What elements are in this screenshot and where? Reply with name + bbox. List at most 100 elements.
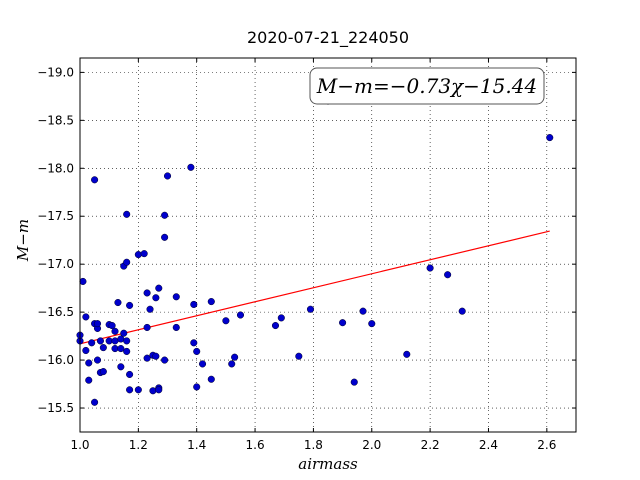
x-tick-label: 2.6	[537, 438, 556, 452]
data-point	[108, 322, 116, 330]
data-point	[126, 301, 134, 309]
data-point	[161, 211, 169, 219]
data-point	[306, 305, 315, 313]
data-point	[368, 320, 376, 328]
x-axis-label: airmass	[298, 455, 358, 473]
x-tick-label: 2.0	[362, 438, 381, 452]
data-point	[458, 307, 466, 315]
data-point	[444, 271, 452, 279]
data-point	[134, 251, 142, 259]
data-point	[88, 339, 96, 347]
data-point	[123, 347, 131, 355]
y-tick-label: −16.0	[37, 353, 74, 367]
y-tick-label: −18.0	[37, 161, 74, 175]
data-point	[359, 307, 367, 315]
data-point	[149, 387, 157, 395]
data-point	[120, 329, 128, 337]
x-tick-label: 1.0	[70, 438, 89, 452]
data-point	[207, 375, 215, 383]
data-point	[96, 337, 104, 345]
data-point	[85, 359, 93, 367]
data-point	[193, 347, 201, 355]
data-point	[93, 356, 102, 364]
data-point	[155, 284, 163, 292]
data-point	[79, 277, 87, 285]
fit-equation: M−m=−0.73χ−15.44	[316, 74, 537, 98]
data-point	[277, 314, 285, 322]
data-point	[193, 383, 201, 391]
data-point	[403, 350, 411, 358]
data-point	[111, 327, 119, 335]
data-point	[82, 346, 90, 355]
data-point	[350, 378, 358, 386]
y-tick-labels: −15.5 −16.0 −16.5 −17.0 −17.5 −18.0 −18.5 −19.0	[37, 65, 74, 415]
x-tick-label: 2.2	[421, 438, 440, 452]
data-point	[91, 176, 99, 184]
x-tick-label: 1.2	[129, 438, 148, 452]
data-point	[207, 298, 215, 306]
chart-title: 2020-07-21_224050	[247, 28, 409, 48]
y-tick-label: −16.5	[37, 305, 74, 319]
data-point	[114, 298, 122, 307]
data-point	[190, 339, 198, 347]
data-point	[134, 386, 142, 394]
data-point	[126, 370, 134, 379]
data-point	[161, 356, 169, 364]
data-point	[123, 258, 131, 266]
scatter-points	[76, 97, 554, 406]
y-tick-label: −17.0	[37, 257, 74, 271]
data-point	[143, 323, 151, 332]
data-point	[163, 172, 172, 180]
data-point	[99, 368, 107, 376]
data-point	[143, 289, 151, 297]
data-point	[190, 300, 198, 309]
data-point	[152, 294, 160, 302]
data-point	[85, 376, 93, 384]
x-tick-label: 1.4	[187, 438, 206, 452]
x-tick-label: 1.6	[246, 438, 265, 452]
data-point	[117, 363, 125, 371]
data-point	[161, 233, 169, 241]
data-point	[123, 337, 131, 345]
data-point	[155, 386, 163, 394]
data-point	[236, 311, 245, 319]
fit-line-group	[79, 230, 550, 345]
x-tick-label: 2.4	[479, 438, 498, 452]
y-tick-label: −15.5	[37, 401, 74, 415]
data-point	[198, 360, 207, 368]
x-tick-labels: 1.0 1.2 1.4 1.6 1.8 2.0 2.2 2.4 2.6	[70, 438, 556, 452]
data-point	[123, 210, 131, 218]
data-point	[228, 360, 236, 368]
data-point	[126, 386, 134, 394]
data-point	[231, 353, 239, 361]
data-point	[546, 134, 554, 142]
data-point	[93, 320, 102, 328]
fit-annotation: M−m=−0.73χ−15.44	[309, 67, 545, 105]
data-point	[295, 352, 303, 360]
data-point	[99, 344, 107, 352]
data-point	[82, 313, 90, 321]
data-point	[222, 317, 230, 325]
data-point	[187, 163, 195, 171]
axes-frame	[79, 57, 577, 433]
data-point	[426, 264, 434, 272]
data-point	[172, 293, 180, 301]
data-point	[143, 354, 151, 362]
data-point	[339, 319, 347, 327]
y-axis-label: M−m	[14, 219, 32, 262]
y-tick-label: −18.5	[37, 113, 74, 127]
data-point	[117, 345, 125, 353]
x-tick-label: 1.8	[304, 438, 323, 452]
y-tick-label: −19.0	[37, 65, 74, 79]
ticks	[79, 58, 576, 432]
data-point	[172, 323, 180, 332]
data-point	[91, 398, 99, 406]
fit-line	[79, 230, 550, 345]
data-point	[146, 305, 154, 313]
data-point	[152, 352, 160, 360]
annotation-box	[309, 67, 545, 105]
data-point	[271, 322, 280, 330]
data-point	[140, 250, 148, 258]
y-tick-label: −17.5	[37, 209, 74, 223]
